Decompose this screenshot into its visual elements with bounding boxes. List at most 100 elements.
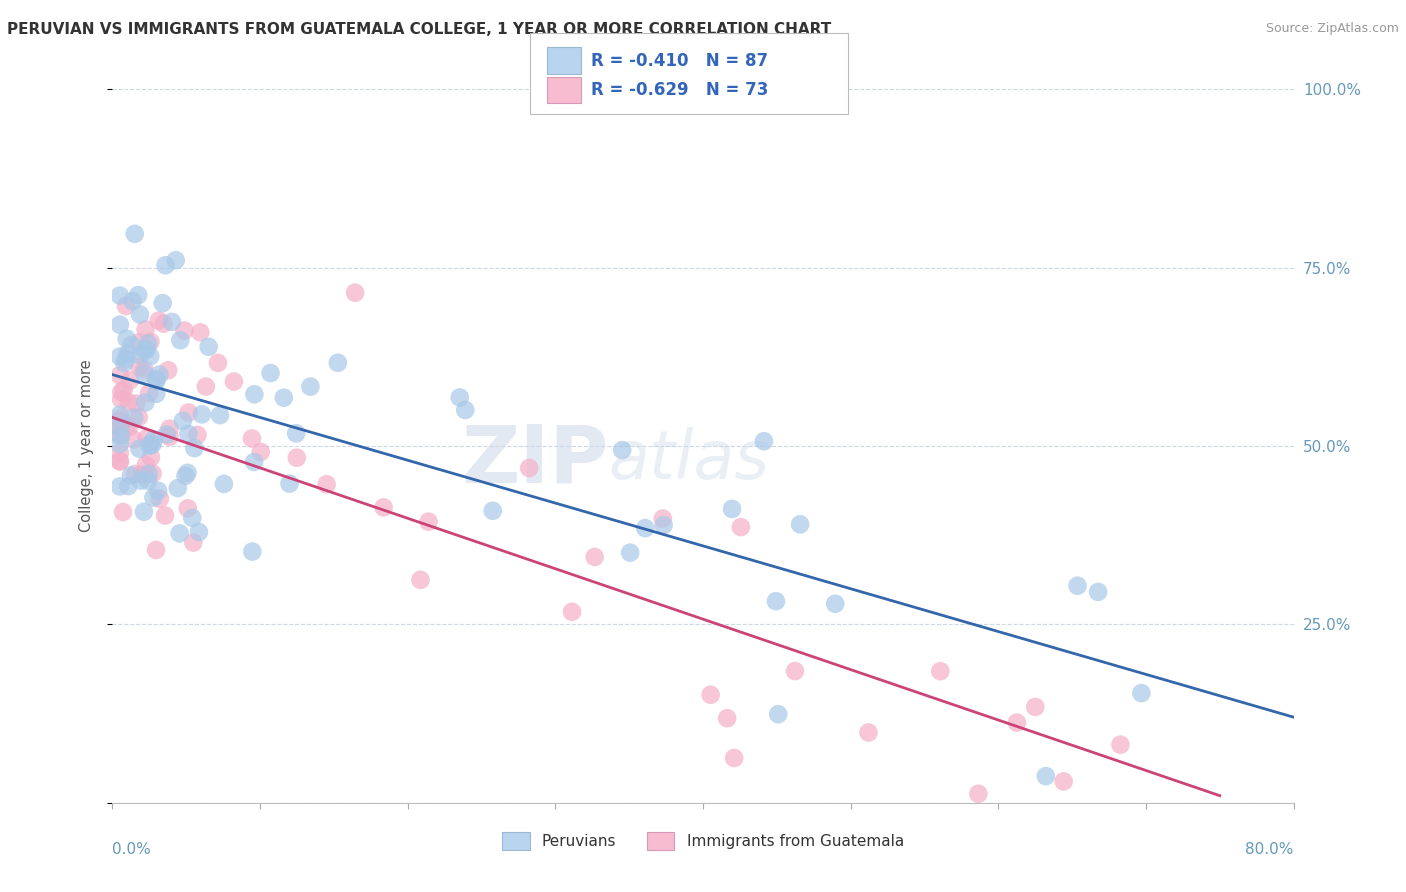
Point [183,441,205,455]
Point [651,511,673,525]
Point [129,308,152,322]
Point [160,315,183,329]
Point [134,367,156,381]
Point [108,350,131,364]
Point [135,322,157,336]
Point [118,373,141,387]
Point [344,285,367,300]
Point [183,535,205,549]
Point [108,411,131,425]
Point [197,340,219,354]
Point [112,383,135,397]
Point [418,515,440,529]
Point [166,481,188,495]
Point [117,395,139,409]
Point [128,410,150,425]
Point [159,422,181,436]
Point [136,336,159,351]
Point [243,455,266,469]
Point [191,408,214,422]
Point [108,454,131,468]
Point [169,526,191,541]
Point [177,426,200,441]
Point [138,386,160,401]
Point [212,476,235,491]
Point [135,343,157,357]
Point [122,433,145,447]
Point [108,368,131,383]
Point [115,352,138,367]
Point [152,296,174,310]
Point [409,573,432,587]
Point [721,502,744,516]
Point [1130,686,1153,700]
Point [1035,769,1057,783]
Point [222,375,245,389]
Point [108,288,131,302]
Point [142,467,165,481]
Point [967,787,990,801]
Point [145,543,167,558]
Point [127,288,149,302]
Point [125,397,148,411]
Point [619,546,641,560]
Text: atlas: atlas [609,427,769,493]
Point [128,348,150,362]
Point [634,521,657,535]
Point [108,428,131,442]
Point [108,408,131,422]
Point [765,594,787,608]
Point [730,520,752,534]
Point [108,422,131,436]
Point [188,326,211,340]
Point [131,467,153,482]
Point [929,664,952,678]
Point [326,356,349,370]
Text: R = -0.629   N = 73: R = -0.629 N = 73 [591,81,768,99]
Point [108,318,131,332]
Point [449,391,471,405]
Point [699,688,721,702]
Point [783,664,806,678]
Point [561,605,583,619]
Point [115,332,138,346]
Text: Source: ZipAtlas.com: Source: ZipAtlas.com [1265,22,1399,36]
Point [108,420,131,434]
Point [299,379,322,393]
Text: PERUVIAN VS IMMIGRANTS FROM GUATEMALA COLLEGE, 1 YEAR OR MORE CORRELATION CHART: PERUVIAN VS IMMIGRANTS FROM GUATEMALA CO… [7,22,831,37]
Point [824,597,846,611]
Point [176,466,198,480]
Point [115,299,138,313]
Point [120,468,142,483]
Point [118,420,141,434]
Point [169,333,191,347]
Point [152,317,174,331]
Point [115,418,138,433]
Point [173,324,195,338]
Point [135,431,157,445]
Point [285,450,308,465]
Point [124,410,146,425]
Point [110,384,132,399]
Point [240,544,263,558]
Point [172,414,194,428]
Point [110,392,132,407]
Point [752,434,775,449]
Point [124,227,146,241]
Point [124,467,146,481]
Point [142,491,165,505]
Point [652,518,675,533]
Text: 0.0%: 0.0% [112,842,152,857]
Point [177,501,200,516]
Point [134,395,156,409]
Point [766,707,789,722]
Point [121,338,143,352]
Point [108,445,131,459]
Point [187,524,209,539]
Point [155,258,177,272]
Point [110,429,132,443]
Point [128,442,150,456]
Point [273,391,295,405]
Point [146,483,169,498]
Text: R = -0.410   N = 87: R = -0.410 N = 87 [591,52,768,70]
